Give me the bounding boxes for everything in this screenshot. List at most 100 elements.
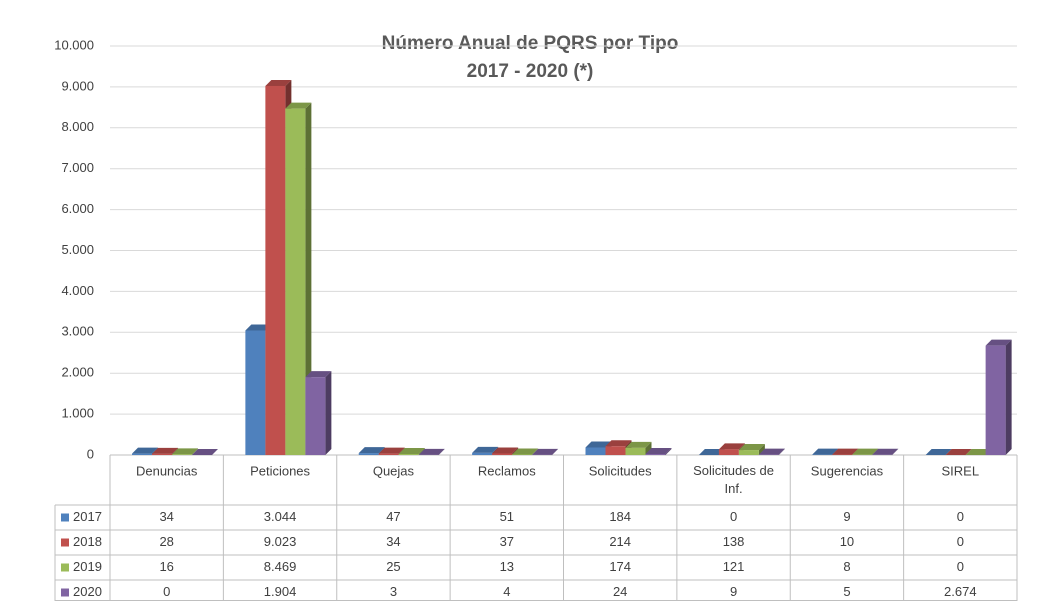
y-tick-label: 9.000: [61, 78, 94, 93]
table-value: 174: [609, 559, 631, 574]
chart-title: Número Anual de PQRS por Tipo: [382, 33, 679, 54]
bar-top: [378, 447, 405, 454]
table-value: 51: [500, 509, 514, 524]
bar-top: [532, 448, 559, 455]
bar-side: [552, 448, 559, 455]
table-value: 25: [386, 559, 400, 574]
table-value: 4: [503, 584, 510, 599]
table-value: 9: [730, 584, 737, 599]
legend-swatch: [61, 588, 69, 597]
bar-top: [698, 449, 725, 455]
y-tick-label: 6.000: [61, 201, 94, 216]
table-value: 184: [609, 509, 631, 524]
bar-top: [192, 449, 218, 455]
bar: [738, 450, 759, 455]
bar: [492, 453, 513, 455]
bar-top: [132, 447, 158, 454]
bar-side: [325, 371, 332, 455]
bar-top: [832, 448, 859, 455]
bar-top: [945, 449, 972, 455]
x-tick-label: Denuncias: [136, 463, 198, 478]
y-tick-label: 1.000: [61, 406, 94, 421]
bar-top: [285, 102, 312, 109]
bar: [265, 85, 286, 456]
table-value: 9: [843, 509, 850, 524]
y-tick-label: 8.000: [61, 119, 94, 134]
table-value: 3.044: [264, 509, 297, 524]
table-value: 0: [957, 534, 964, 549]
bar-top: [645, 448, 672, 455]
table-value: 0: [163, 584, 170, 599]
y-tick-label: 4.000: [61, 283, 94, 298]
table-value: 138: [723, 534, 745, 549]
bar: [245, 330, 266, 455]
legend-label: 2020: [73, 584, 102, 599]
bar: [718, 449, 739, 455]
x-tick-label: Quejas: [373, 463, 415, 478]
bar-top: [925, 449, 952, 455]
table-value: 3: [390, 584, 397, 599]
table-value: 1.904: [264, 584, 297, 599]
bar-side: [778, 448, 785, 455]
bar-top: [812, 448, 839, 455]
x-tick-label: Sugerencias: [811, 463, 884, 478]
bar: [398, 453, 419, 455]
chart-subtitle: 2017 - 2020 (*): [467, 61, 594, 82]
bar-top: [512, 448, 539, 455]
x-tick-label: Peticiones: [250, 463, 310, 478]
table-value: 34: [159, 509, 173, 524]
legend-swatch: [61, 538, 69, 547]
bar-top: [398, 447, 425, 454]
bar-top: [472, 446, 499, 453]
bar-top: [418, 448, 445, 455]
table-value: 0: [730, 509, 737, 524]
bar: [152, 453, 172, 455]
y-tick-label: 5.000: [61, 242, 94, 257]
bar-side: [665, 448, 672, 455]
bar-top: [245, 324, 272, 331]
bar-side: [418, 447, 425, 455]
bar-top: [492, 447, 519, 454]
table-value: 16: [159, 559, 173, 574]
bar-top: [605, 440, 632, 447]
bar: [285, 108, 306, 456]
bar-side: [192, 448, 198, 455]
bar: [378, 453, 399, 455]
bar-top: [172, 448, 198, 455]
bar: [512, 454, 533, 455]
table-value: 37: [500, 534, 514, 549]
bar: [625, 447, 646, 455]
table-value: 24: [613, 584, 627, 599]
bar-top: [585, 441, 612, 448]
bar-side: [892, 448, 899, 455]
table-value: 28: [159, 534, 173, 549]
table-value: 0: [957, 559, 964, 574]
bar: [585, 447, 606, 455]
x-tick-label: Reclamos: [478, 463, 536, 478]
bar: [985, 345, 1006, 455]
bar-side: [645, 441, 652, 455]
bar-top: [358, 447, 385, 454]
bar-side: [758, 444, 765, 455]
x-tick-label-line: Inf.: [725, 481, 743, 496]
bar-top: [265, 79, 292, 86]
bar-side: [438, 448, 445, 455]
bar-side: [1005, 339, 1012, 455]
bar: [605, 446, 626, 455]
table-value: 0: [957, 509, 964, 524]
table-value: 121: [723, 559, 745, 574]
y-tick-label: 3.000: [61, 324, 94, 339]
bar: [305, 377, 326, 455]
y-tick-label: 7.000: [61, 160, 94, 175]
bar-top: [758, 448, 785, 455]
legend-label: 2018: [73, 534, 102, 549]
x-tick-label: Solicitudes de Inf.: [693, 463, 774, 496]
bar: [472, 452, 493, 455]
table-value: 8.469: [264, 559, 297, 574]
bar-top: [305, 371, 332, 378]
table-value: 13: [500, 559, 514, 574]
table-value: 10: [840, 534, 854, 549]
legend-swatch: [61, 513, 69, 522]
table-value: 8: [843, 559, 850, 574]
bar-top: [965, 449, 992, 455]
